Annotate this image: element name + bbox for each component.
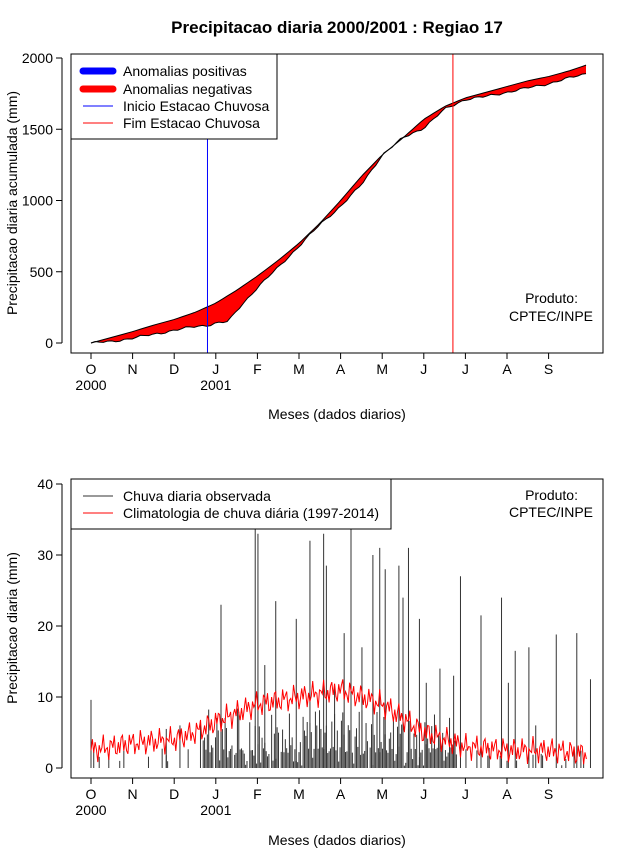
legend-label-observed: Chuva diaria observada (123, 488, 271, 504)
top-year-label: 2000 (75, 377, 106, 393)
top-month-label: A (502, 361, 512, 377)
legend-label-climatology: Climatologia de chuva diária (1997-2014) (123, 505, 379, 521)
bottom-legend-box (70, 478, 392, 530)
top-month-label: J (212, 361, 219, 377)
top-x-axis: O N D J F M A M J J A S 2000 2001 (75, 352, 553, 393)
bottom-y-tick-label: 40 (37, 476, 53, 492)
anomaly-fill (91, 65, 586, 343)
top-y-tick-label: 0 (45, 335, 53, 351)
bottom-chart: 0 10 20 30 40 O N D J F M A M J J A S 2000 2001 Precipita… (4, 476, 604, 848)
bottom-month-label: J (462, 786, 469, 802)
top-chart: Precipitacao diaria 2000/2001 : Regiao 1… (4, 18, 604, 422)
top-y-tick-label: 1000 (22, 193, 53, 209)
top-y-label: Precipitacao diaria acumulada (mm) (4, 91, 20, 315)
top-y-tick-label: 2000 (22, 50, 53, 66)
top-month-label: J (462, 361, 469, 377)
bottom-month-label: D (169, 786, 179, 802)
top-month-label: S (544, 361, 553, 377)
bottom-month-label: M (293, 786, 305, 802)
bottom-y-label: Precipitacao diaria (mm) (4, 552, 20, 704)
bottom-month-label: F (253, 786, 262, 802)
top-month-label: O (86, 361, 97, 377)
top-y-tick-label: 1500 (22, 121, 53, 137)
bottom-month-label: A (336, 786, 346, 802)
top-month-label: D (169, 361, 179, 377)
bottom-producer-name: CPTEC/INPE (509, 504, 593, 520)
top-legend: Anomalias positivas Anomalias negativas … (70, 53, 278, 140)
bottom-x-axis: O N D J F M A M J J A S 2000 2001 (75, 777, 553, 818)
bottom-year-label: 2000 (75, 802, 106, 818)
bottom-y-tick-label: 10 (37, 689, 53, 705)
bottom-legend: Chuva diaria observada Climatologia de c… (70, 478, 392, 530)
legend-label-inicio: Inicio Estacao Chuvosa (123, 98, 270, 114)
legend-label-negative: Anomalias negativas (123, 81, 252, 97)
legend-label-fim: Fim Estacao Chuvosa (123, 115, 260, 131)
top-y-tick-label: 500 (30, 264, 54, 280)
top-producer-label: Produto: (525, 290, 578, 306)
top-month-label: N (128, 361, 138, 377)
bottom-month-label: A (502, 786, 512, 802)
top-series-lines (90, 64, 587, 344)
top-year-label: 2001 (200, 377, 231, 393)
bottom-y-tick-label: 0 (45, 760, 53, 776)
bottom-month-label: J (420, 786, 427, 802)
top-producer-name: CPTEC/INPE (509, 308, 593, 324)
top-month-label: F (253, 361, 262, 377)
bottom-y-tick-label: 20 (37, 618, 53, 634)
bottom-producer-label: Produto: (525, 487, 578, 503)
bottom-month-label: O (86, 786, 97, 802)
observed-cumulative-line (90, 73, 587, 344)
top-month-label: A (336, 361, 346, 377)
top-chart-title: Precipitacao diaria 2000/2001 : Regiao 1… (171, 18, 503, 37)
top-month-label: J (420, 361, 427, 377)
bottom-year-label: 2001 (200, 802, 231, 818)
bottom-month-label: N (128, 786, 138, 802)
bottom-month-label: J (212, 786, 219, 802)
negative-anomaly-area (91, 65, 586, 343)
daily-rain-bars (90, 519, 591, 768)
top-y-axis: 0 500 1000 1500 2000 (22, 50, 63, 351)
top-month-label: M (293, 361, 305, 377)
climatology-daily-line (90, 679, 587, 765)
climatology-cumulative-line (90, 64, 587, 344)
bottom-y-tick-label: 30 (37, 547, 53, 563)
climatology-line (90, 679, 587, 765)
bottom-month-label: M (376, 786, 388, 802)
bottom-y-axis: 0 10 20 30 40 (37, 476, 63, 776)
bottom-x-label: Meses (dados diarios) (268, 832, 406, 848)
top-x-label: Meses (dados diarios) (268, 406, 406, 422)
bottom-month-label: S (544, 786, 553, 802)
top-month-label: M (376, 361, 388, 377)
legend-label-positive: Anomalias positivas (123, 63, 247, 79)
